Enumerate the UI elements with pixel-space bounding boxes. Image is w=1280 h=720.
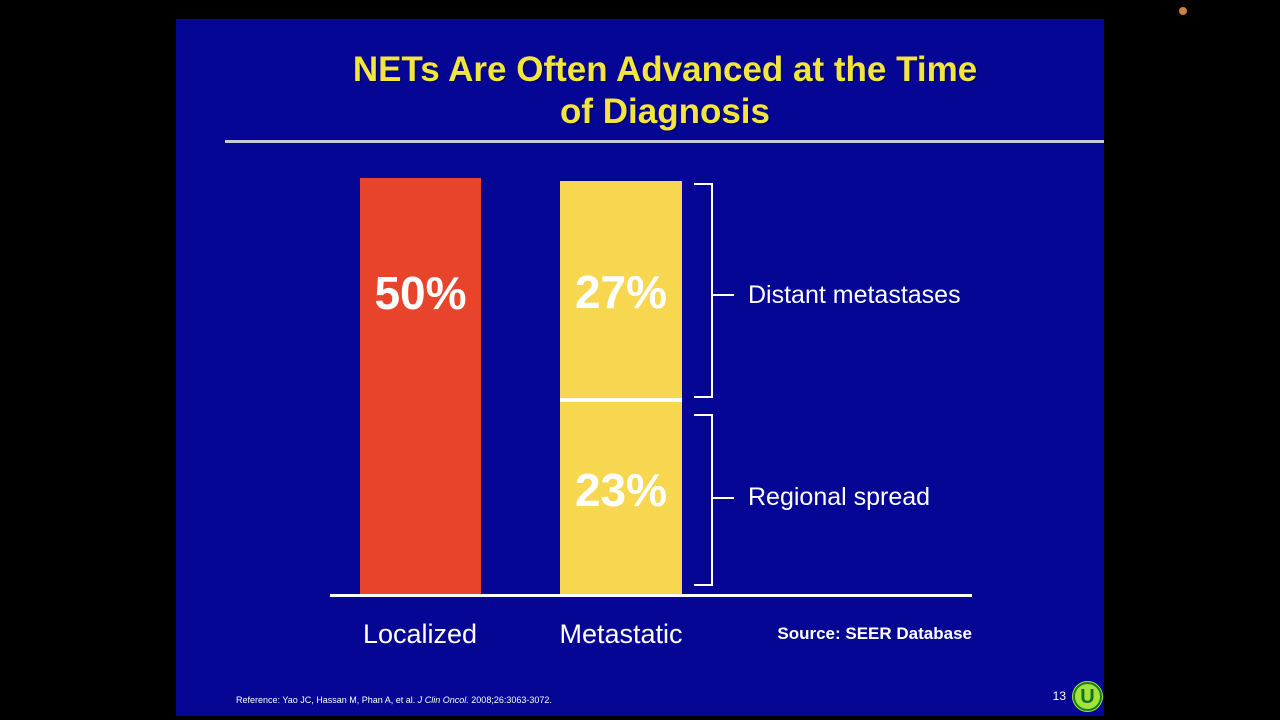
bar-metastatic: 27% 23% [560,181,682,594]
bar-localized-value-label: 50% [374,267,467,319]
bar-metastatic-distant-value-label: 27% [574,266,668,318]
source-label: Source: SEER Database [777,624,972,643]
annotation-regional-spread: Regional spread [748,483,931,511]
title-underline [225,140,1104,143]
page-number: 13 [1052,689,1066,703]
reference-text-pre: Reference: Yao JC, Hassan M, Phan A, et … [236,695,418,705]
x-axis-baseline [330,594,972,597]
logo-ring [1073,682,1102,711]
bracket-distant-metastases [694,183,734,398]
reference-journal-name: J Clin Oncol. [417,695,469,705]
bracket-regional-spread [694,414,734,586]
bar-metastatic-regional-value-label: 23% [574,464,668,516]
presentation-slide: NETs Are Often Advanced at the Time of D… [176,19,1104,716]
reference-text-post: 2008;26:3063-3072. [468,695,552,705]
segment-divider-line [560,398,682,402]
bar-localized: 50% [360,178,481,594]
brand-logo-u-icon: U [1072,681,1103,712]
annotation-distant-metastases: Distant metastases [748,281,961,309]
reference-citation: Reference: Yao JC, Hassan M, Phan A, et … [236,695,552,706]
slide-title: NETs Are Often Advanced at the Time of D… [352,50,978,131]
category-label-localized: Localized [362,619,478,649]
category-label-metastatic: Metastatic [559,619,683,649]
orange-dot [1179,7,1187,15]
logo-letter: U [1080,685,1095,708]
